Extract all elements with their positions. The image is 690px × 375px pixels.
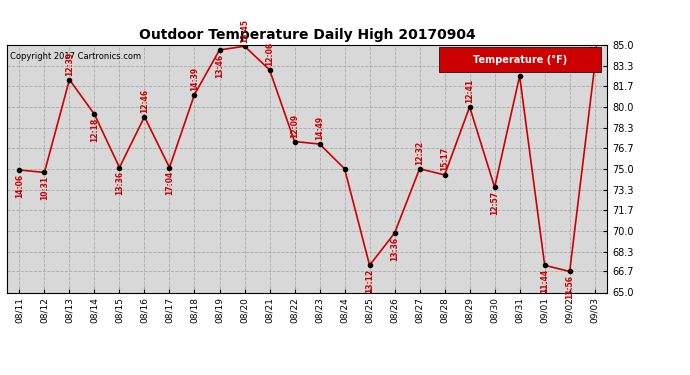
Bar	[439, 48, 601, 72]
Text: 15:17: 15:17	[440, 147, 449, 171]
Text: 15:1: 15:1	[590, 44, 599, 62]
Text: 14:39: 14:39	[190, 67, 199, 91]
Text: 12:46: 12:46	[140, 89, 149, 113]
Text: 12:06: 12:06	[265, 42, 274, 66]
Text: 13:12: 13:12	[365, 269, 374, 293]
Text: Copyright 2017 Cartronics.com: Copyright 2017 Cartronics.com	[10, 53, 141, 62]
Text: 11:44: 11:44	[540, 269, 549, 293]
Title: Outdoor Temperature Daily High 20170904: Outdoor Temperature Daily High 20170904	[139, 28, 475, 42]
Text: Temperature (°F): Temperature (°F)	[473, 55, 567, 65]
Text: 12:39: 12:39	[65, 52, 74, 76]
Text: 10:31: 10:31	[40, 176, 49, 200]
Text: 13:56: 13:56	[565, 275, 574, 299]
Text: 12:32: 12:32	[415, 141, 424, 165]
Text: 12:09: 12:09	[290, 114, 299, 138]
Text: 14:49: 14:49	[315, 116, 324, 140]
Text: 12:41: 12:41	[465, 79, 474, 103]
Text: 17:04: 17:04	[165, 171, 174, 195]
Text: 13:46: 13:46	[215, 54, 224, 78]
Text: 17:06: 17:06	[515, 48, 524, 72]
Text: 13:36: 13:36	[390, 237, 399, 261]
Text: 12:57: 12:57	[490, 191, 499, 215]
Text: 13:36: 13:36	[115, 171, 124, 195]
Text: 14:06: 14:06	[15, 174, 24, 198]
Text: 13:45: 13:45	[240, 18, 249, 42]
Text: 12:18: 12:18	[90, 118, 99, 142]
